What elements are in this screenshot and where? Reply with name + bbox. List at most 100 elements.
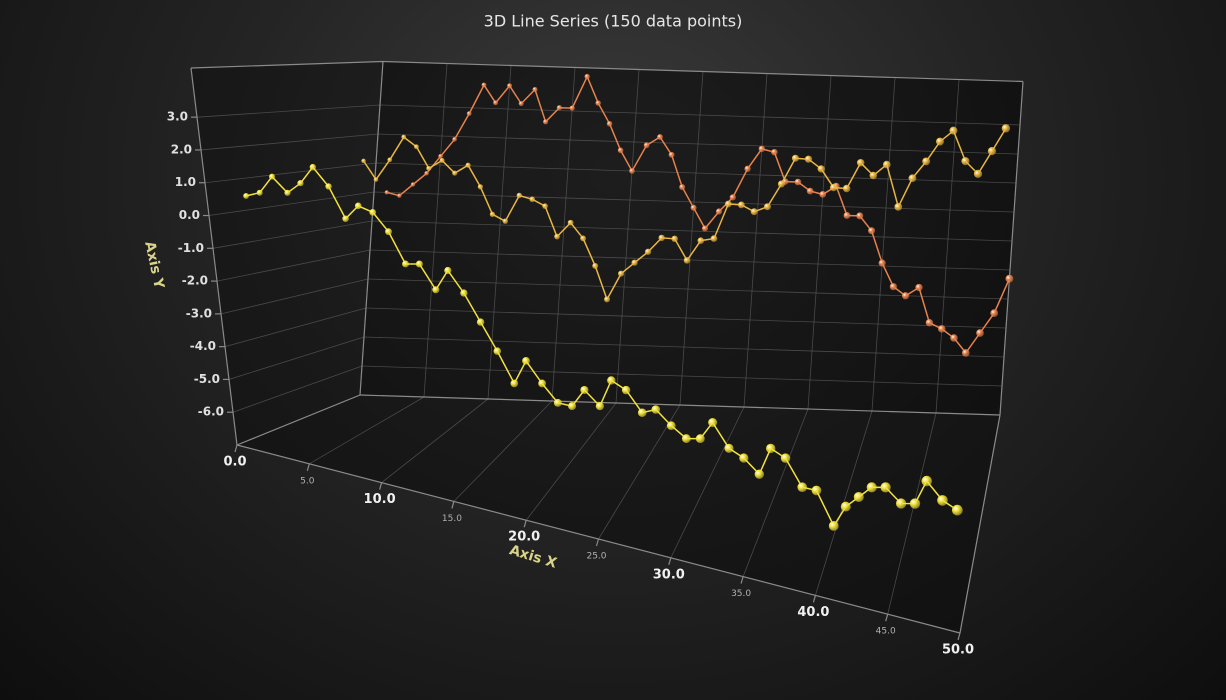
data-point xyxy=(840,501,851,512)
data-point xyxy=(529,196,536,203)
data-point xyxy=(697,237,705,244)
data-point xyxy=(657,134,663,140)
data-point xyxy=(843,212,851,219)
data-point xyxy=(542,203,548,209)
grid-line xyxy=(807,75,832,410)
frame-edge xyxy=(959,414,1001,634)
frame-edge xyxy=(999,81,1024,416)
data-point xyxy=(754,469,764,479)
grid-line xyxy=(196,104,381,118)
grid-line xyxy=(216,249,371,282)
tick-mark xyxy=(234,444,238,453)
grid-line xyxy=(743,73,768,408)
grid-line xyxy=(365,307,1007,329)
tick-mark xyxy=(306,463,310,471)
tick-mark xyxy=(812,595,816,603)
tick-mark xyxy=(885,614,889,622)
data-point xyxy=(607,376,616,385)
data-point xyxy=(452,170,458,176)
data-point xyxy=(256,189,263,196)
data-point xyxy=(739,453,749,463)
data-point xyxy=(764,203,771,211)
data-point xyxy=(637,408,647,417)
data-point xyxy=(361,158,366,164)
data-point xyxy=(432,286,440,294)
y-tick-label: -3.0 xyxy=(186,306,212,320)
data-point xyxy=(976,329,984,337)
grid-line xyxy=(381,398,489,483)
data-point xyxy=(595,402,604,411)
data-point xyxy=(604,296,611,303)
data-point xyxy=(908,174,917,183)
x-tick-label: 35.0 xyxy=(731,589,751,599)
grid-line xyxy=(309,396,425,465)
data-point xyxy=(882,160,891,169)
data-point xyxy=(1001,124,1011,133)
data-point xyxy=(710,235,718,242)
data-point xyxy=(708,418,718,428)
data-point xyxy=(595,100,601,106)
data-point xyxy=(949,126,958,135)
data-point xyxy=(569,105,575,111)
grid-line xyxy=(232,365,363,413)
data-point xyxy=(766,443,776,454)
data-point xyxy=(424,171,429,176)
grid-line xyxy=(551,67,576,402)
data-point xyxy=(387,157,393,163)
data-point xyxy=(671,235,678,243)
data-point xyxy=(309,163,316,171)
data-point xyxy=(771,148,778,156)
x-tick-label: 30.0 xyxy=(653,567,685,582)
data-point xyxy=(666,421,676,431)
data-point xyxy=(744,165,751,172)
frame-edge xyxy=(382,60,1024,83)
data-point xyxy=(880,482,891,493)
data-point xyxy=(935,137,944,146)
tick-mark xyxy=(451,501,455,509)
data-point xyxy=(297,180,304,187)
y-tick-label: 2.0 xyxy=(171,142,192,156)
data-point xyxy=(921,475,932,487)
y-tick-label: -6.0 xyxy=(198,405,224,419)
data-point xyxy=(522,357,530,365)
data-point xyxy=(780,453,791,463)
data-point xyxy=(580,385,589,395)
data-point xyxy=(369,208,377,216)
data-point xyxy=(538,379,547,388)
data-point xyxy=(679,184,686,191)
grid-line xyxy=(525,402,617,521)
grid-line xyxy=(670,406,745,558)
grid-line xyxy=(871,77,896,412)
data-point xyxy=(384,190,389,195)
grid-line xyxy=(228,336,365,380)
data-point xyxy=(909,498,921,509)
data-point xyxy=(901,292,910,300)
data-point xyxy=(866,482,877,493)
data-point xyxy=(510,379,519,388)
data-point xyxy=(617,147,624,154)
grid-line xyxy=(679,71,704,406)
data-point xyxy=(1005,274,1014,283)
tick-mark xyxy=(668,557,672,565)
frame-edge xyxy=(190,67,238,446)
data-point xyxy=(729,194,736,201)
grid-line xyxy=(487,65,512,400)
data-point xyxy=(493,347,502,355)
data-point xyxy=(853,491,864,502)
grid-line xyxy=(377,133,1019,155)
data-point xyxy=(439,157,445,163)
data-point xyxy=(489,211,496,218)
tick-mark xyxy=(523,520,527,528)
data-point xyxy=(481,82,487,88)
grid-line xyxy=(598,404,681,540)
data-point xyxy=(465,162,471,168)
data-point xyxy=(444,266,452,275)
x-tick-label: 20.0 xyxy=(508,530,540,545)
data-point xyxy=(284,189,291,196)
grid-line xyxy=(742,408,809,577)
data-point xyxy=(951,504,963,516)
data-point xyxy=(804,155,813,163)
data-point xyxy=(950,334,958,342)
y-tick-label: 3.0 xyxy=(167,110,188,124)
data-point xyxy=(791,154,799,162)
